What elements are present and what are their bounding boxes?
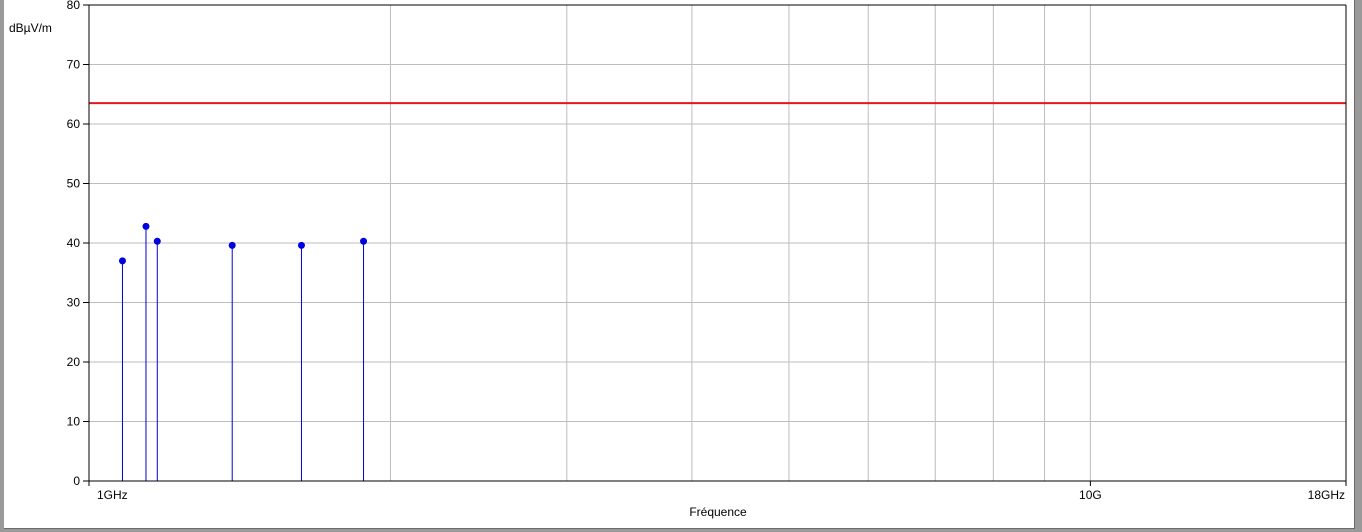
y-tick-label: 80	[67, 0, 81, 12]
y-tick-label: 60	[67, 117, 81, 131]
x-tick-label: 10G	[1079, 488, 1102, 502]
stem-point	[142, 222, 150, 230]
stem-point	[153, 237, 161, 245]
axes	[83, 4, 1347, 486]
x-tick-label: 1GHz	[97, 488, 128, 502]
y-axis-label: dBµV/m	[9, 21, 52, 35]
grid	[89, 5, 1346, 481]
x-axis-label: Fréquence	[689, 505, 747, 519]
stem-layer	[118, 222, 368, 481]
y-tick-label: 20	[67, 355, 81, 369]
stem-point	[228, 241, 236, 249]
y-tick-label: 0	[73, 474, 80, 488]
stem-point	[118, 257, 126, 265]
y-tick-label: 70	[67, 58, 81, 72]
chart-panel: dBµV/m Fréquence 0 10 20 30 40 50 60 70 80 1GHz 10…	[4, 0, 1355, 529]
y-tick-label: 10	[67, 415, 81, 429]
y-tick-label: 30	[67, 296, 81, 310]
y-tick-label: 40	[67, 236, 81, 250]
labels: dBµV/m Fréquence 0 10 20 30 40 50 60 70 80 1GHz 10…	[9, 0, 1345, 519]
stem-point	[297, 241, 305, 249]
emission-chart: dBµV/m Fréquence 0 10 20 30 40 50 60 70 80 1GHz 10…	[9, 0, 1347, 519]
x-tick-label: 18GHz	[1308, 488, 1345, 502]
y-tick-label: 50	[67, 177, 81, 191]
stem-point	[360, 237, 368, 245]
